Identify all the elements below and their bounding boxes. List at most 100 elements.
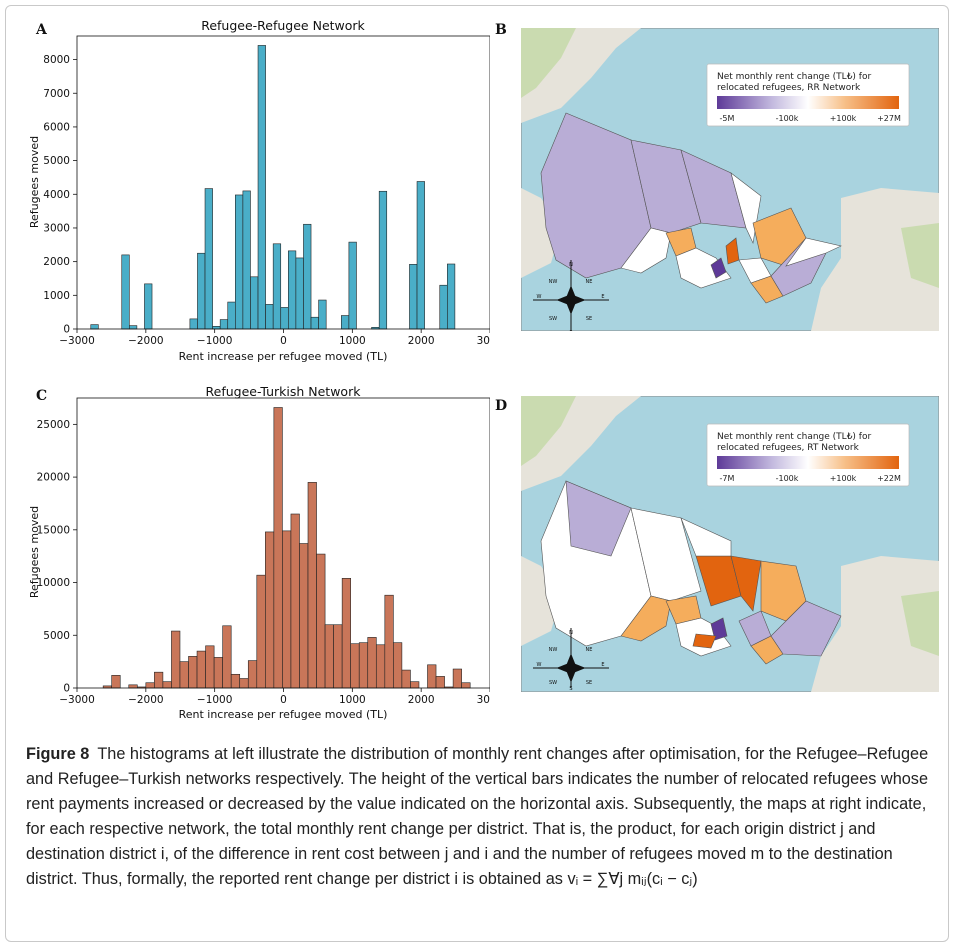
figure-label: Figure 8 xyxy=(26,745,90,763)
y-tick-label: 5000 xyxy=(43,630,70,642)
histogram-refugee-refugee: Refugee-Refugee Network −3000 −2000 −1000 0… xyxy=(28,18,490,363)
district-bakirkoy xyxy=(692,633,717,649)
y-tick-label: 25000 xyxy=(37,419,70,431)
forest-east xyxy=(901,591,939,656)
histogram-bar xyxy=(447,263,456,330)
histogram-bar xyxy=(239,678,249,689)
histogram-bar xyxy=(358,642,369,689)
compass-ne: NE xyxy=(586,279,593,285)
compass-w: W xyxy=(537,294,542,300)
histogram-bar xyxy=(222,625,232,689)
histogram-bar xyxy=(410,681,420,689)
histogram-bar xyxy=(375,644,386,689)
x-tick-label: 2000 xyxy=(408,335,435,347)
histogram-bar xyxy=(416,181,425,330)
histogram-bar xyxy=(128,684,138,689)
histogram-bar xyxy=(230,673,241,689)
legend-tick: +22M xyxy=(877,474,901,483)
legend-tick: +27M xyxy=(877,114,901,123)
x-axis-label: Rent increase per refugee moved (TL) xyxy=(179,708,388,721)
legend-box xyxy=(706,423,910,487)
histogram-bar xyxy=(427,664,437,689)
histogram-bar xyxy=(290,513,300,689)
y-tick-label: 1000 xyxy=(43,290,70,302)
histogram-bar xyxy=(310,316,319,330)
histogram-bar xyxy=(179,661,189,689)
histogram-bar xyxy=(212,326,221,330)
legend-tick: -7M xyxy=(720,474,735,483)
y-tick-label: 10000 xyxy=(37,577,70,589)
histogram-bar xyxy=(272,243,282,330)
histogram-bar xyxy=(188,656,198,689)
histogram-bar xyxy=(144,283,153,330)
histogram-bar xyxy=(90,324,99,330)
histogram-bar xyxy=(121,254,130,330)
histogram-bar xyxy=(435,676,445,689)
plot-frame xyxy=(76,35,490,330)
legend-tick: -100k xyxy=(776,114,799,123)
histogram-bar xyxy=(401,669,411,689)
histogram-bar xyxy=(235,194,244,330)
histogram-bar xyxy=(227,301,236,330)
histogram-bar xyxy=(324,624,334,689)
x-tick-label: 2000 xyxy=(408,694,435,706)
y-axis-label: Refugees moved xyxy=(28,506,41,598)
forest-patch xyxy=(521,396,576,466)
compass-nw: NW xyxy=(549,647,558,653)
histogram-bar xyxy=(196,650,206,689)
district-west-coast xyxy=(620,227,672,274)
district-fatih xyxy=(710,617,728,641)
x-tick-label: −2000 xyxy=(128,694,164,706)
legend-title-line1: Net monthly rent change (TL₺) for xyxy=(717,432,871,442)
x-tick-label: −1000 xyxy=(197,694,233,706)
compass-w: W xyxy=(537,662,542,668)
land-asia-east xyxy=(811,556,939,692)
histogram-bar xyxy=(333,624,343,689)
histogram-bar xyxy=(393,642,403,689)
panel-label-b: B xyxy=(495,22,507,38)
histogram-bar xyxy=(111,675,121,689)
x-tick-label: 3000 xyxy=(477,694,490,706)
figure-caption: Figure 8 The histograms at left illustrat… xyxy=(26,742,934,892)
legend-title-line2: relocated refugees, RR Network xyxy=(717,83,861,93)
compass-s: S xyxy=(569,686,572,692)
histogram-bar xyxy=(213,657,223,689)
x-tick-label: −3000 xyxy=(59,694,95,706)
histogram-bar xyxy=(257,45,266,330)
histogram-bar xyxy=(409,264,418,330)
compass-ne: NE xyxy=(586,647,593,653)
histogram-bar xyxy=(154,671,164,689)
district-eyup xyxy=(730,555,762,612)
histogram-bar xyxy=(367,637,377,689)
y-tick-label: 4000 xyxy=(43,189,70,201)
histogram-bar xyxy=(197,252,206,330)
y-tick-label: 3000 xyxy=(43,222,70,234)
x-axis-label: Rent increase per refugee moved (TL) xyxy=(179,350,388,363)
legend-title-line2: relocated refugees, RT Network xyxy=(717,443,860,453)
compass-n: N xyxy=(569,630,573,636)
histogram-bar xyxy=(282,530,292,689)
district-northwest xyxy=(565,480,632,557)
histogram-bar xyxy=(318,299,327,330)
compass-sw: SW xyxy=(549,680,557,686)
compass-e: E xyxy=(601,294,604,300)
y-tick-label: 20000 xyxy=(37,472,70,484)
y-tick-label: 0 xyxy=(63,683,70,695)
histogram-bar xyxy=(316,553,326,689)
histogram-bar xyxy=(280,307,289,330)
histogram-bar xyxy=(307,482,317,689)
chart-title: Refugee-Turkish Network xyxy=(206,384,362,399)
histogram-bar xyxy=(162,681,172,689)
land-south-coast xyxy=(521,556,561,646)
panel-label-c: C xyxy=(36,388,48,404)
histogram-bar xyxy=(350,643,360,689)
y-tick-label: 5000 xyxy=(43,155,70,167)
district-asia-purple xyxy=(770,600,842,657)
x-tick-label: 1000 xyxy=(339,335,366,347)
legend-tick: -100k xyxy=(776,474,799,483)
land-south-coast xyxy=(521,188,561,278)
x-tick-label: 1000 xyxy=(339,694,366,706)
compass-se: SE xyxy=(586,680,592,686)
histogram-bar xyxy=(145,682,155,689)
histogram-bar xyxy=(295,257,304,330)
